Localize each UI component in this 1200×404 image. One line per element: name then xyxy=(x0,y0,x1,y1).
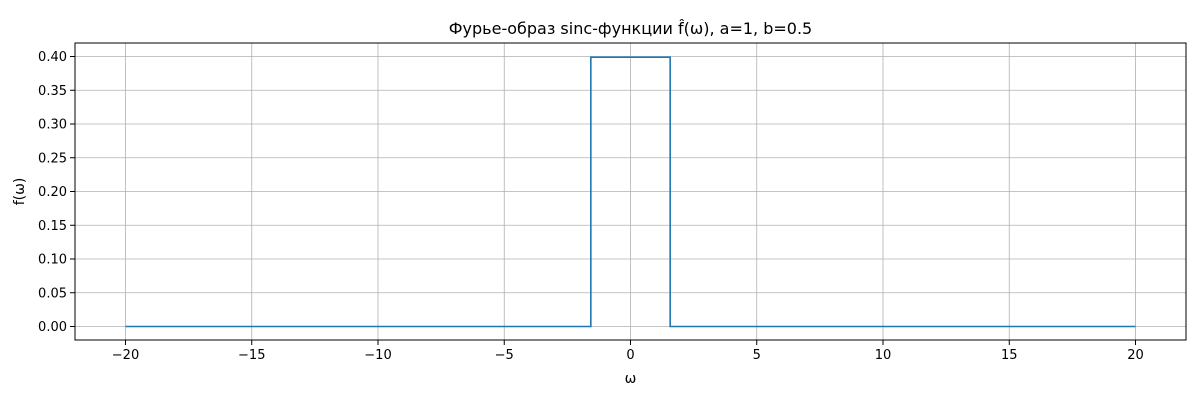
x-tick-label: −15 xyxy=(238,348,265,363)
x-tick-label: 20 xyxy=(1127,348,1144,363)
y-tick-label: 0.40 xyxy=(38,50,67,65)
y-tick-label: 0.00 xyxy=(38,320,67,335)
chart-title: Фурье-образ sinc-функции f̂(ω), a=1, b=0… xyxy=(449,19,812,38)
x-tick-label: 10 xyxy=(875,348,892,363)
grid-layer xyxy=(75,43,1186,340)
y-tick-label: 0.25 xyxy=(38,151,67,166)
x-tick-label: 0 xyxy=(626,348,634,363)
ticks-layer: −20 −15 −10 −5 0 5 10 15 20 0.00 0.05 0.10 0.15 0.20 0… xyxy=(38,50,1144,363)
y-tick-label: 0.20 xyxy=(38,185,67,200)
series-line xyxy=(125,56,1136,328)
y-tick-label: 0.15 xyxy=(38,219,67,234)
x-tick-label: −20 xyxy=(112,348,139,363)
series-layer xyxy=(125,56,1136,328)
y-tick-label: 0.35 xyxy=(38,84,67,99)
x-tick-label: −5 xyxy=(495,348,514,363)
y-tick-label: 0.30 xyxy=(38,118,67,133)
y-axis-label: f(ω) xyxy=(12,178,28,206)
x-tick-label: 5 xyxy=(753,348,761,363)
x-axis-label: ω xyxy=(625,371,637,387)
x-tick-label: 15 xyxy=(1001,348,1018,363)
y-tick-label: 0.10 xyxy=(38,253,67,268)
x-tick-label: −10 xyxy=(364,348,391,363)
y-tick-label: 0.05 xyxy=(38,286,67,301)
